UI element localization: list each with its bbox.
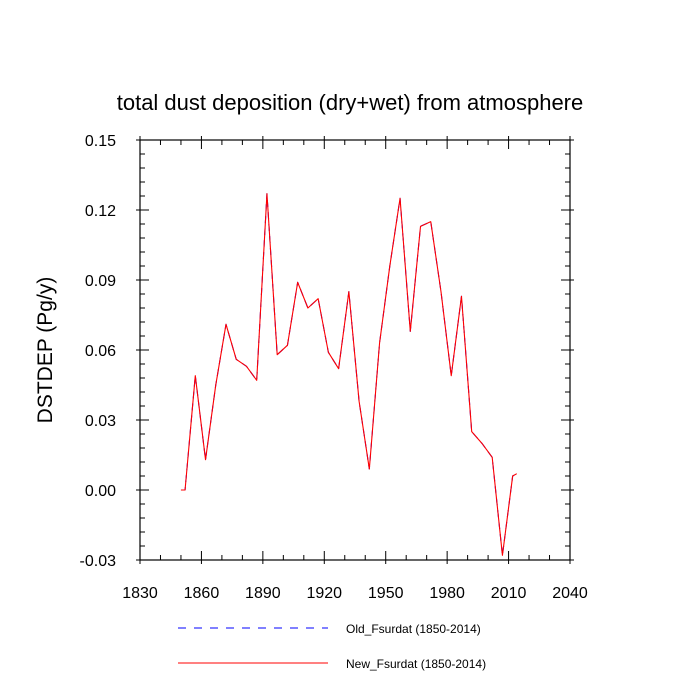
y-tick-label: 0.00 <box>85 483 116 500</box>
legend-label-new-fsurdat: New_Fsurdat (1850-2014) <box>346 657 486 671</box>
plot-frame <box>139 139 571 561</box>
y-tick-label: -0.03 <box>80 553 117 570</box>
y-tick-label: 0.06 <box>85 343 116 360</box>
series-line-old-fsurdat <box>180 193 518 556</box>
x-tick-label: 1830 <box>122 585 158 602</box>
x-tick-label: 2010 <box>491 585 527 602</box>
y-axis-label: DSTDEP (Pg/y) <box>34 277 57 424</box>
legend-label-old-fsurdat: Old_Fsurdat (1850-2014) <box>346 622 481 636</box>
y-tick-label: 0.09 <box>85 273 116 290</box>
series-line-new-fsurdat <box>180 193 518 556</box>
x-tick-label: 1860 <box>184 585 220 602</box>
axis-ticks: 1830 1860 1890 1920 1950 1980 2010 2040 -0.03 0.0… <box>80 133 588 602</box>
chart-title: total dust deposition (dry+wet) from atm… <box>117 90 584 115</box>
series-layer <box>180 193 518 556</box>
x-tick-label: 1950 <box>368 585 404 602</box>
x-tick-label: 2040 <box>552 585 588 602</box>
y-tick-label: 0.15 <box>85 133 116 150</box>
x-tick-label: 1920 <box>306 585 342 602</box>
x-tick-label: 1890 <box>245 585 281 602</box>
y-tick-label: 0.03 <box>85 413 116 430</box>
y-tick-label: 0.12 <box>85 203 116 220</box>
legend: Old_Fsurdat (1850-2014) New_Fsurdat (1850… <box>178 622 486 671</box>
x-tick-label: 1980 <box>429 585 465 602</box>
